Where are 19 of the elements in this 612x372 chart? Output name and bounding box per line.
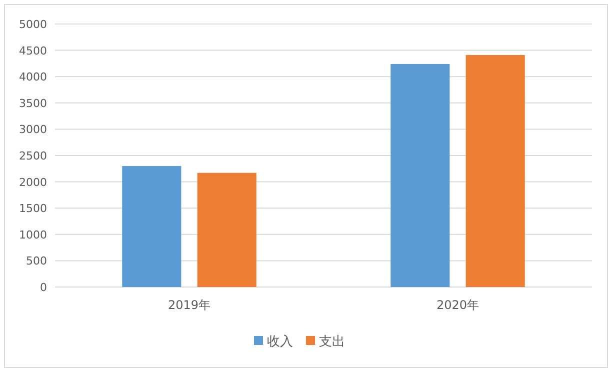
y-tick-label: 0 xyxy=(40,281,47,294)
bar xyxy=(466,55,525,287)
bar xyxy=(390,64,450,287)
x-tick-label: 2019年 xyxy=(168,298,211,312)
legend-label: 支出 xyxy=(319,334,345,350)
y-tick-label: 1000 xyxy=(19,228,47,242)
y-tick-label: 2000 xyxy=(19,176,47,189)
bar xyxy=(197,172,256,287)
y-tick-label: 4500 xyxy=(19,44,47,58)
y-tick-label: 5000 xyxy=(19,18,47,31)
x-tick-label: 2020年 xyxy=(436,298,480,312)
y-tick-label: 4000 xyxy=(19,70,47,84)
y-tick-label: 2500 xyxy=(19,150,47,162)
y-tick-label: 3000 xyxy=(19,123,47,136)
y-tick-label: 500 xyxy=(26,254,47,268)
bar xyxy=(122,166,182,287)
legend-label: 收入 xyxy=(267,334,293,350)
y-tick-label: 1500 xyxy=(19,202,47,216)
y-tick-label: 3500 xyxy=(19,96,47,110)
